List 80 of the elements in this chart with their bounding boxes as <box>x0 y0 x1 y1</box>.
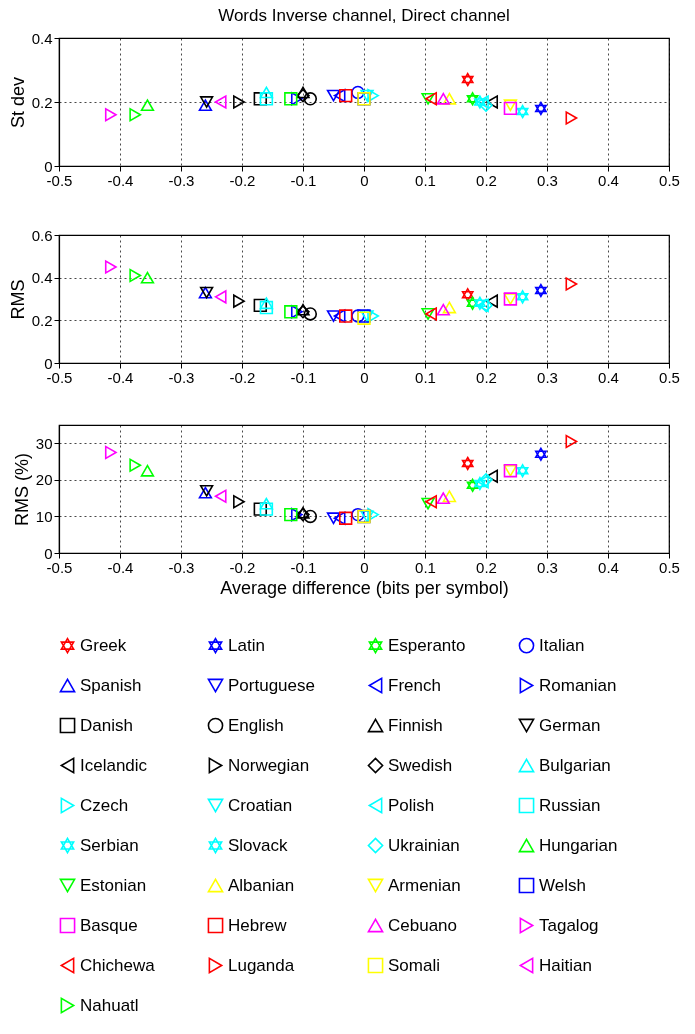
x-tick-label: 0.2 <box>476 558 497 576</box>
x-axis-title: Average difference (bits per symbol) <box>220 577 509 598</box>
x-tick-label: 0.1 <box>415 558 436 576</box>
x-tick-label: 0.2 <box>476 171 497 189</box>
x-tick-label: -0.4 <box>107 171 134 189</box>
legend-label: Portuguese <box>228 675 315 695</box>
x-tick-label: 0.5 <box>659 171 680 189</box>
x-tick-label: -0.4 <box>107 558 134 576</box>
legend-label: Ukrainian <box>388 835 460 855</box>
legend-label: Cebuano <box>388 915 458 935</box>
legend-label: Icelandic <box>80 755 148 775</box>
chart-title: Words Inverse channel, Direct channel <box>218 6 510 25</box>
legend-label: Romanian <box>539 675 617 695</box>
y-tick-label: 0.6 <box>31 226 53 244</box>
x-tick-label: -0.2 <box>229 171 256 189</box>
x-tick-label: 0 <box>360 558 369 576</box>
legend-label: French <box>388 675 441 695</box>
y-tick-label: 0.4 <box>31 29 53 47</box>
legend-label: Armenian <box>388 875 461 895</box>
legend-label: Basque <box>80 915 138 935</box>
legend-label: Swedish <box>388 755 453 775</box>
x-tick-label: 0 <box>360 171 369 189</box>
x-tick-label: 0.5 <box>659 368 680 386</box>
x-tick-label: 0.4 <box>598 171 619 189</box>
legend-label: Danish <box>80 715 133 735</box>
x-tick-label: 0.4 <box>598 368 619 386</box>
x-tick-label: 0 <box>360 368 369 386</box>
legend-label: Greek <box>80 635 127 655</box>
legend-label: Albanian <box>228 875 295 895</box>
legend-label: Hebrew <box>228 915 288 935</box>
legend-label: Estonian <box>80 875 147 895</box>
x-tick-label: 0.1 <box>415 368 436 386</box>
legend-label: Polish <box>388 795 435 815</box>
legend-label: Serbian <box>80 835 139 855</box>
x-tick-label: 0.3 <box>537 558 558 576</box>
legend-label: Haitian <box>539 955 592 975</box>
y-tick-label: 0.4 <box>31 269 53 287</box>
x-tick-label: -0.3 <box>168 171 195 189</box>
legend-label: English <box>228 715 284 735</box>
legend-label: Hungarian <box>539 835 618 855</box>
legend-label: Norwegian <box>228 755 310 775</box>
y-tick-label: 0.2 <box>31 311 53 329</box>
legend-label: Esperanto <box>388 635 466 655</box>
x-tick-label: -0.1 <box>290 368 317 386</box>
legend-label: Spanish <box>80 675 142 695</box>
legend-label: Welsh <box>539 875 586 895</box>
legend-label: Bulgarian <box>539 755 611 775</box>
y-axis-title: RMS <box>7 279 28 320</box>
y-tick-label: 20 <box>35 471 53 489</box>
y-axis-title: RMS (%) <box>11 453 32 526</box>
legend-label: Czech <box>80 795 129 815</box>
x-tick-label: -0.2 <box>229 368 256 386</box>
legend-label: Latin <box>228 635 265 655</box>
x-tick-label: 0.1 <box>415 171 436 189</box>
x-tick-label: 0.2 <box>476 368 497 386</box>
x-tick-label: 0.3 <box>537 368 558 386</box>
legend-label: German <box>539 715 601 735</box>
legend-label: Croatian <box>228 795 293 815</box>
legend-label: Finnish <box>388 715 443 735</box>
legend-label: Tagalog <box>539 915 599 935</box>
x-tick-label: -0.4 <box>107 368 134 386</box>
y-tick-label: 10 <box>35 507 53 525</box>
legend-label: Italian <box>539 635 585 655</box>
legend-label: Somali <box>388 955 440 975</box>
y-tick-label: 30 <box>35 434 53 452</box>
x-tick-label: -0.2 <box>229 558 256 576</box>
x-tick-label: 0.5 <box>659 558 680 576</box>
legend-label: Nahuatl <box>80 995 139 1015</box>
x-tick-label: -0.1 <box>290 171 317 189</box>
x-tick-label: -0.3 <box>168 558 195 576</box>
x-tick-label: -0.1 <box>290 558 317 576</box>
legend-label: Russian <box>539 795 601 815</box>
x-tick-label: 0.4 <box>598 558 619 576</box>
x-tick-label: -0.3 <box>168 368 195 386</box>
legend-label: Slovack <box>228 835 289 855</box>
legend-label: Chichewa <box>80 955 156 975</box>
y-axis-title: St dev <box>7 76 28 129</box>
y-tick-label: 0.2 <box>31 93 53 111</box>
x-tick-label: 0.3 <box>537 171 558 189</box>
legend-label: Luganda <box>228 955 295 975</box>
